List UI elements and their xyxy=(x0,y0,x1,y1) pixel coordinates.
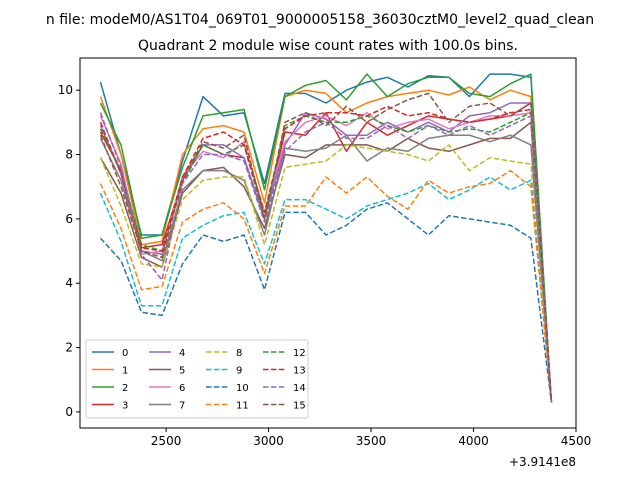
legend-label-5: 5 xyxy=(179,366,185,377)
series-line-10 xyxy=(99,202,553,403)
legend-label-15: 15 xyxy=(293,401,306,412)
legend-label-14: 14 xyxy=(293,383,306,394)
series-line-11 xyxy=(99,169,553,403)
y-tick-label: 4 xyxy=(65,276,73,290)
legend-label-6: 6 xyxy=(179,383,185,394)
x-axis-offset-label: +3.9141e8 xyxy=(509,455,576,469)
legend-label-8: 8 xyxy=(236,348,242,359)
y-tick-label: 10 xyxy=(58,83,73,97)
y-tick-label: 6 xyxy=(65,212,73,226)
chart-title: Quadrant 2 module wise count rates with … xyxy=(138,38,518,54)
legend-box xyxy=(85,339,309,419)
x-tick-label: 3000 xyxy=(253,434,284,448)
y-tick-label: 2 xyxy=(65,341,73,355)
axes-frame xyxy=(79,57,577,429)
series-line-2 xyxy=(99,73,553,403)
series-line-1 xyxy=(99,86,553,403)
legend-label-3: 3 xyxy=(122,401,128,412)
series-line-14 xyxy=(99,112,553,403)
x-tick-label: 4500 xyxy=(561,434,592,448)
legend-label-1: 1 xyxy=(122,366,128,377)
figure-suptitle: n file: modeM0/AS1T04_069T01_9000005158_… xyxy=(46,12,594,28)
legend-label-2: 2 xyxy=(122,383,128,394)
plot-area xyxy=(99,73,553,403)
legend-label-10: 10 xyxy=(236,383,249,394)
legend-label-12: 12 xyxy=(293,348,306,359)
x-axis: 2500 3000 3500 4000 4500 xyxy=(151,428,591,448)
legend-label-0: 0 xyxy=(122,348,128,359)
series-line-9 xyxy=(99,176,553,403)
x-tick-label: 3500 xyxy=(356,434,387,448)
x-tick-label: 2500 xyxy=(151,434,182,448)
legend-label-4: 4 xyxy=(179,348,185,359)
y-axis: 0 2 4 6 8 10 xyxy=(58,83,80,419)
series-line-15 xyxy=(99,92,553,403)
legend-label-9: 9 xyxy=(236,366,242,377)
legend-label-13: 13 xyxy=(293,366,306,377)
x-tick-label: 4000 xyxy=(458,434,489,448)
legend-label-11: 11 xyxy=(236,401,249,412)
legend-label-7: 7 xyxy=(179,401,185,412)
series-line-8 xyxy=(99,144,553,403)
series-line-6 xyxy=(99,111,553,403)
series-line-5 xyxy=(99,121,553,403)
y-tick-label: 8 xyxy=(65,148,73,162)
y-tick-label: 0 xyxy=(65,405,73,419)
